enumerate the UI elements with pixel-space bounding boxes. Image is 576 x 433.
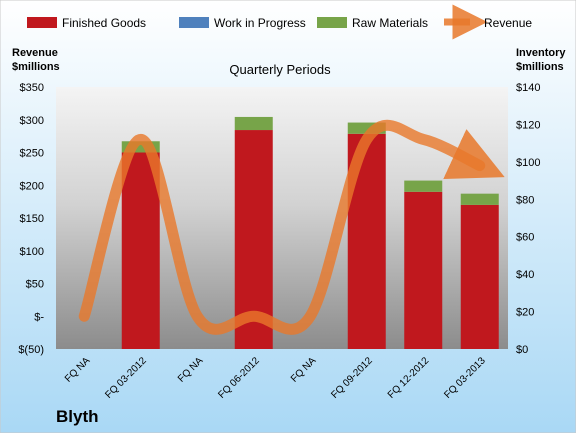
right-tick-label: $80 — [516, 194, 534, 206]
left-axis-title-line2: $millions — [12, 61, 60, 73]
right-tick-label: $40 — [516, 269, 534, 281]
left-tick-label: $250 — [20, 148, 44, 160]
bar-raw-materials — [121, 141, 160, 153]
legend: Finished Goods Work in Progress Raw Materi… — [27, 4, 532, 40]
left-tick-label: $200 — [20, 180, 44, 192]
company-name: Blyth — [56, 407, 99, 426]
left-axis-title-line1: Revenue — [12, 47, 58, 59]
left-tick-label: $300 — [20, 115, 44, 127]
right-tick-label: $100 — [516, 157, 540, 169]
bar-finished-goods — [404, 191, 443, 349]
bar-finished-goods — [460, 204, 499, 349]
left-tick-label: $100 — [20, 246, 44, 258]
legend-swatch — [317, 17, 347, 28]
bar-raw-materials — [234, 116, 273, 131]
bar-raw-materials — [460, 193, 499, 205]
right-axis-title-line1: Inventory — [516, 47, 566, 59]
legend-label: Work in Progress — [214, 16, 306, 30]
right-tick-label: $0 — [516, 344, 528, 356]
bar-raw-materials — [404, 180, 443, 192]
bar-raw-materials — [347, 122, 386, 134]
left-tick-label: $350 — [20, 82, 44, 94]
legend-label: Raw Materials — [352, 16, 428, 30]
right-tick-label: $20 — [516, 307, 534, 319]
left-tick-label: $150 — [20, 213, 44, 225]
legend-swatch — [179, 17, 209, 28]
legend-swatch — [27, 17, 57, 28]
revenue-line-path — [78, 119, 505, 335]
legend-label: Revenue — [484, 16, 532, 30]
chart-title: Quarterly Periods — [229, 62, 331, 77]
bar-finished-goods — [121, 152, 160, 349]
left-tick-label: $(50) — [18, 344, 44, 356]
left-tick-label: $50 — [26, 279, 44, 291]
right-tick-label: $120 — [516, 119, 540, 131]
right-tick-label: $60 — [516, 232, 534, 244]
revenue-line — [78, 119, 505, 335]
right-tick-label: $140 — [516, 82, 540, 94]
legend-label: Finished Goods — [62, 16, 146, 30]
left-axis: $350 $300 $250 $200 $150 $100 $50 $- $(50) — [18, 82, 44, 356]
right-axis-title-line2: $millions — [516, 61, 564, 73]
right-axis: $140 $120 $100 $80 $60 $40 $20 $0 — [516, 82, 540, 356]
left-tick-label: $- — [34, 311, 44, 323]
